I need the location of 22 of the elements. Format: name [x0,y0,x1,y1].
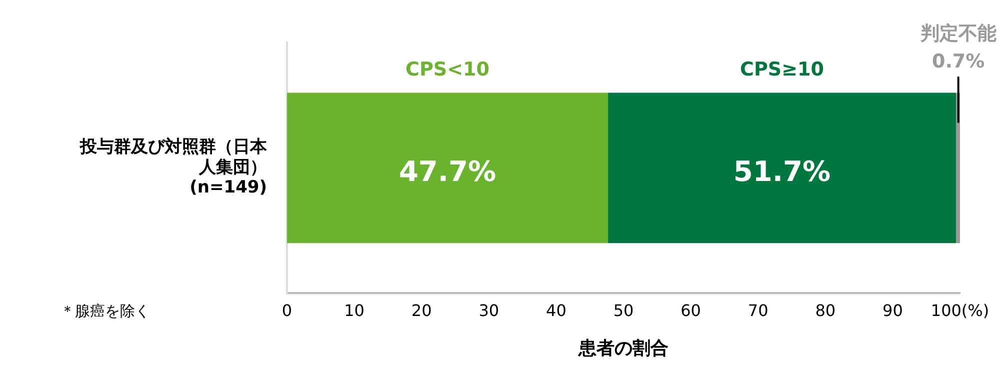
series-label: CPS≥10 [740,58,824,81]
x-tick-label: 10 [344,300,364,320]
bar [287,92,608,244]
text: 判定不能 [919,22,996,45]
x-tick-label: 0 [282,300,292,320]
data-label: 0.7% [932,50,985,73]
x-tick-label: 90 [882,300,903,320]
x-tick-label: 50 [613,300,634,320]
y-tick-label: 投与群及び対照群（日本人集団）(n=149) [79,136,268,198]
x-tick-label: 70 [748,300,768,320]
x-tick-label: 30 [478,300,500,320]
x-axis-title: 患者の割合 [578,338,668,359]
x-tick-label: 80 [815,300,836,320]
data-label: 47.7% [398,155,496,188]
x-tick-label: 40 [546,300,566,320]
data-label: 51.7% [733,155,831,188]
text: ＊腺癌を除く [60,302,150,320]
x-tick-label: 60 [680,300,701,320]
series-label: CPS<10 [406,58,490,81]
x-tick-label: 100(%) [930,300,990,320]
x-tick-label: 20 [411,300,432,320]
bar [608,92,956,244]
